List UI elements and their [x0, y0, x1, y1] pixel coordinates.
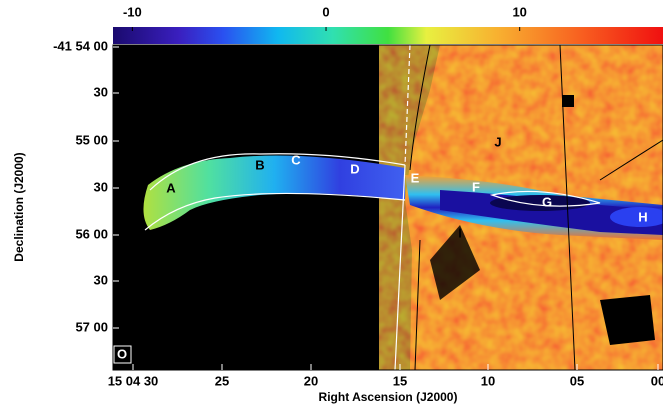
- y-tick-label: -41 54 00: [53, 38, 108, 53]
- region-label: H: [638, 209, 647, 224]
- x-tick-label: 25: [215, 373, 229, 388]
- region-label: I: [458, 225, 462, 240]
- y-tick-label: 30: [94, 272, 108, 287]
- x-tick-label: 15: [393, 373, 407, 388]
- region-label: E: [411, 170, 420, 185]
- colorbar: [113, 27, 663, 44]
- x-tick-label: 20: [304, 373, 318, 388]
- y-tick-label: 30: [94, 84, 108, 99]
- region-label: O: [117, 346, 127, 361]
- region-label: F: [472, 179, 480, 194]
- x-tick-label: 00: [651, 373, 663, 388]
- y-tick-label: 57 00: [75, 319, 108, 334]
- region-label: J: [494, 134, 501, 149]
- y-axis-label: Declination (J2000): [12, 152, 26, 261]
- colorbar-tick-label: 10: [512, 4, 526, 19]
- image: [113, 45, 663, 370]
- x-tick-label: 05: [570, 373, 584, 388]
- beam-box: [113, 345, 132, 364]
- region-label: D: [350, 161, 359, 176]
- x-axis-label: Right Ascension (J2000): [319, 390, 458, 404]
- x-tick-label: 10: [481, 373, 495, 388]
- y-tick-label: 55 00: [75, 132, 108, 147]
- y-tick-label: 56 00: [75, 226, 108, 241]
- x-tick-label: 15 04 30: [108, 373, 159, 388]
- colorbar-tick-label: -10: [123, 4, 142, 19]
- colorbar-tick-label: 0: [322, 4, 329, 19]
- region-label: G: [542, 194, 552, 209]
- region-label: B: [255, 157, 264, 172]
- region-label: A: [166, 180, 176, 195]
- y-tick-label: 30: [94, 179, 108, 194]
- region-label: C: [291, 152, 301, 167]
- frame: [112, 44, 663, 371]
